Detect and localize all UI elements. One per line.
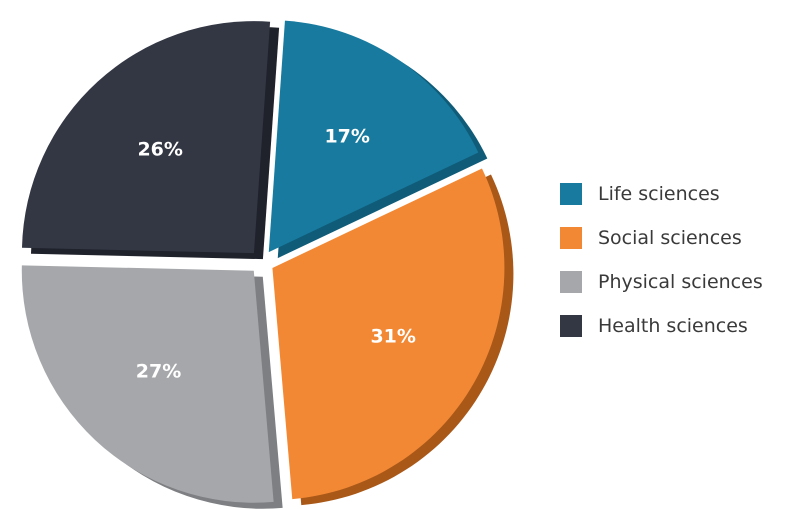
legend-label-health-sciences: Health sciences xyxy=(598,315,748,337)
pie-slice-labels: 17% 31% 27% 26% xyxy=(136,126,416,383)
legend-label-physical-sciences: Physical sciences xyxy=(598,271,763,293)
pie-slice-value-label-health-sciences: 26% xyxy=(137,139,182,161)
legend-item-physical-sciences: Physical sciences xyxy=(560,260,795,304)
legend-swatch-social-sciences xyxy=(560,227,582,249)
legend-item-health-sciences: Health sciences xyxy=(560,304,795,348)
pie-slice-value-label-social-sciences: 31% xyxy=(370,326,415,348)
pie-slice-value-label-life-sciences: 17% xyxy=(324,126,369,148)
chart-legend: Life sciences Social sciences Physical s… xyxy=(560,172,795,348)
legend-label-life-sciences: Life sciences xyxy=(598,183,720,205)
legend-swatch-health-sciences xyxy=(560,315,582,337)
pie-slice-physical-sciences xyxy=(21,265,274,503)
legend-item-social-sciences: Social sciences xyxy=(560,216,795,260)
pie-slices xyxy=(21,20,514,509)
legend-item-life-sciences: Life sciences xyxy=(560,172,795,216)
legend-swatch-life-sciences xyxy=(560,183,582,205)
legend-swatch-physical-sciences xyxy=(560,271,582,293)
legend-label-social-sciences: Social sciences xyxy=(598,227,742,249)
pie-slice-health-sciences xyxy=(21,21,271,254)
pie-slice-life-sciences xyxy=(268,20,479,253)
pie-slice-social-sciences xyxy=(272,168,505,500)
pie-slice-value-label-physical-sciences: 27% xyxy=(136,361,181,383)
